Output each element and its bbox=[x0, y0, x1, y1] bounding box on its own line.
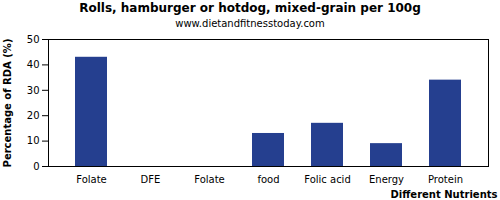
svg-text:Energy: Energy bbox=[369, 174, 404, 185]
svg-text:Percentage of RDA (%): Percentage of RDA (%) bbox=[2, 39, 13, 168]
html-text:Rolls, hamburger or hotdog, mi: Rolls, hamburger or hotdog, mixed-grain … bbox=[79, 1, 421, 15]
svg-text:food: food bbox=[257, 174, 279, 185]
svg-text:40: 40 bbox=[27, 59, 40, 70]
svg-text:0: 0 bbox=[33, 161, 39, 172]
svg-text:Folate: Folate bbox=[76, 174, 107, 185]
svg-text:Different Nutrients: Different Nutrients bbox=[391, 189, 498, 200]
svg-text:30: 30 bbox=[27, 85, 40, 96]
html-text:www.dietandfitnesstoday.com: www.dietandfitnesstoday.com bbox=[175, 18, 325, 29]
svg-text:DFE: DFE bbox=[141, 174, 161, 185]
svg-text:20: 20 bbox=[27, 110, 40, 121]
svg-text:Protein: Protein bbox=[428, 174, 463, 185]
svg-text:Folic acid: Folic acid bbox=[304, 174, 351, 185]
svg-text:Folate: Folate bbox=[194, 174, 225, 185]
svg-text:50: 50 bbox=[27, 34, 40, 45]
svg-text:10: 10 bbox=[27, 135, 40, 146]
